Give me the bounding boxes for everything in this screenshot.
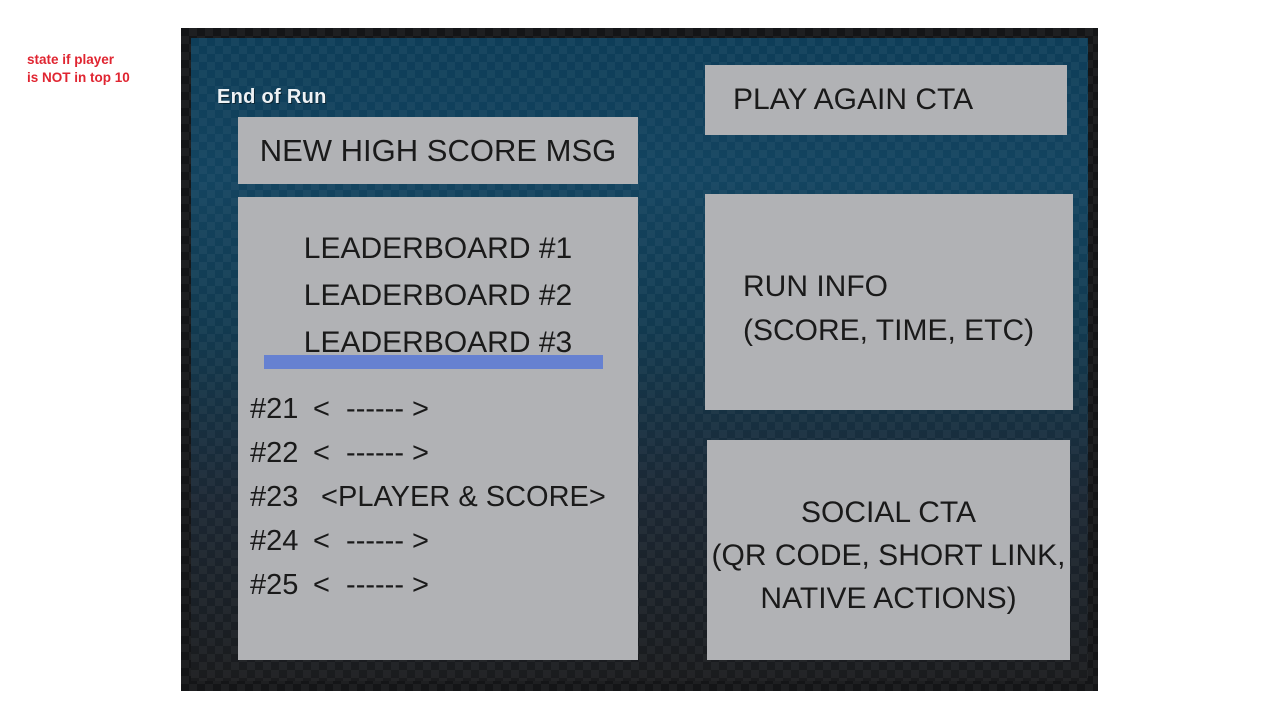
social-cta-line1: SOCIAL CTA bbox=[800, 495, 977, 529]
leaderboard-entry-1: LEADERBOARD #1 bbox=[303, 232, 573, 265]
row-value: <PLAYER & SCORE> bbox=[313, 480, 606, 513]
row-rank: #21 bbox=[250, 392, 299, 425]
leaderboard-top-entries: LEADERBOARD #1 LEADERBOARD #2 LEADERBOAR… bbox=[238, 225, 638, 366]
designer-note: state if player is NOT in top 10 bbox=[27, 51, 130, 87]
social-cta-line2: (QR CODE, SHORT LINK, bbox=[711, 538, 1066, 572]
row-value: < ------ > bbox=[313, 524, 429, 557]
row-rank: #23 bbox=[250, 480, 299, 513]
play-again-cta-label: PLAY AGAIN CTA bbox=[733, 83, 974, 116]
run-info-placeholder: RUN INFO (SCORE, TIME, ETC) bbox=[705, 194, 1073, 410]
leaderboard-row: #22 < ------ > bbox=[250, 431, 638, 475]
leaderboard-row: #24 < ------ > bbox=[250, 519, 638, 563]
new-high-score-message-placeholder: NEW HIGH SCORE MSG bbox=[238, 117, 638, 184]
row-value: < ------ > bbox=[313, 392, 429, 425]
run-info-line2: (SCORE, TIME, ETC) bbox=[743, 314, 1035, 347]
row-rank: #25 bbox=[250, 568, 299, 601]
leaderboard-row: #21 < ------ > bbox=[250, 387, 638, 431]
designer-note-line2: is NOT in top 10 bbox=[27, 70, 130, 85]
row-rank: #24 bbox=[250, 524, 299, 557]
designer-note-line1: state if player bbox=[27, 52, 115, 67]
leaderboard-nearby-rows: #21 < ------ > #22 < ------ > #23 <PLAYE… bbox=[250, 387, 638, 607]
end-of-run-panel: End of Run NEW HIGH SCORE MSG LEADERBOAR… bbox=[181, 28, 1098, 691]
leaderboard-divider-bar bbox=[264, 355, 603, 369]
end-of-run-panel-background: End of Run NEW HIGH SCORE MSG LEADERBOAR… bbox=[191, 38, 1088, 681]
social-cta-placeholder[interactable]: SOCIAL CTA (QR CODE, SHORT LINK, NATIVE … bbox=[707, 440, 1070, 660]
row-rank: #22 bbox=[250, 436, 299, 469]
screen-title: End of Run bbox=[217, 86, 327, 108]
new-high-score-message-label: NEW HIGH SCORE MSG bbox=[259, 132, 617, 168]
leaderboard-row-player: #23 <PLAYER & SCORE> bbox=[250, 475, 638, 519]
run-info-line1: RUN INFO bbox=[743, 270, 888, 303]
row-value: < ------ > bbox=[313, 436, 429, 469]
leaderboard-placeholder: LEADERBOARD #1 LEADERBOARD #2 LEADERBOAR… bbox=[238, 197, 638, 660]
play-again-cta-placeholder[interactable]: PLAY AGAIN CTA bbox=[705, 65, 1067, 135]
leaderboard-entry-2: LEADERBOARD #2 bbox=[303, 279, 573, 312]
social-cta-line3: NATIVE ACTIONS) bbox=[760, 581, 1017, 615]
row-value: < ------ > bbox=[313, 568, 429, 601]
leaderboard-entry-3: LEADERBOARD #3 bbox=[303, 326, 573, 359]
leaderboard-row: #25 < ------ > bbox=[250, 563, 638, 607]
